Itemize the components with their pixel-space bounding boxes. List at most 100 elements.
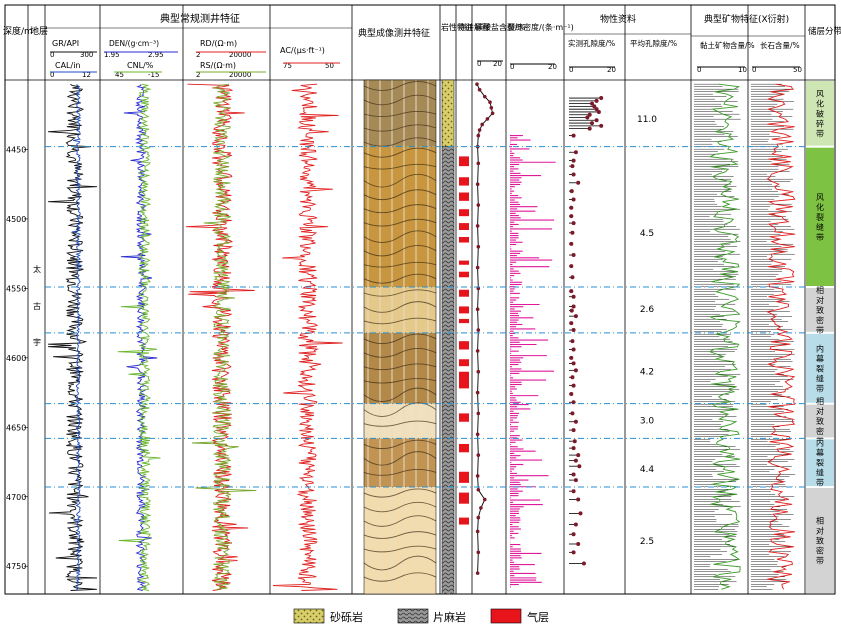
carbonate-point xyxy=(485,117,490,121)
reservoir-zone-block xyxy=(806,147,834,286)
carbonate-point xyxy=(476,550,481,555)
zone-boundaries xyxy=(45,146,805,488)
carbonate-point xyxy=(489,105,494,110)
reservoir-zone-block xyxy=(806,81,834,146)
porosity-point xyxy=(571,253,576,258)
ac-curve xyxy=(272,83,343,591)
gr-min: 0 xyxy=(50,51,54,59)
image-fracture-trace xyxy=(363,420,437,427)
legend-gas-swatch xyxy=(490,608,522,624)
carb-max: 20 xyxy=(493,60,502,68)
porosity-point xyxy=(590,121,594,126)
image-fracture-trace xyxy=(363,333,437,345)
header-fracture: 裂缝密度/(条·m⁻¹) xyxy=(507,22,574,32)
cal-curve xyxy=(71,84,83,591)
den-label: DEN/(g·cm⁻³) xyxy=(109,39,159,48)
carbonate-point xyxy=(490,111,495,116)
image-fracture-trace xyxy=(363,555,437,571)
avg-porosity-track: 11.0 4.5 2.6 4.2 3.0 4.4 2.5 xyxy=(637,115,657,547)
rs-max: 20000 xyxy=(229,71,251,79)
por-min: 0 xyxy=(569,66,573,74)
carbonate-point xyxy=(475,82,479,86)
cnl-max: -15 xyxy=(148,71,159,79)
legend-sand-label: 砂砾岩 xyxy=(330,610,363,624)
gas-layer-block xyxy=(459,359,469,367)
image-fracture-trace xyxy=(363,439,437,450)
image-fracture-trace xyxy=(363,81,437,91)
header-avg-porosity: 平均孔隙度/% xyxy=(630,38,677,48)
carb-min: 0 xyxy=(477,60,481,68)
frac-max: 20 xyxy=(548,63,557,71)
image-fracture-trace xyxy=(363,230,437,244)
header-imaging: 典型成像测井特征 xyxy=(358,27,430,39)
porosity-point xyxy=(599,96,604,101)
image-fracture-trace xyxy=(363,572,437,582)
header-lithology: 岩性特征 xyxy=(441,22,473,32)
image-fracture-trace xyxy=(363,301,437,313)
carbonate-point xyxy=(479,506,483,510)
porosity-point xyxy=(571,328,576,333)
gas-layer-block xyxy=(459,177,469,186)
porosity-point xyxy=(594,118,599,123)
porosity-point xyxy=(596,109,601,114)
carbonate-point xyxy=(475,571,480,575)
porosity-point xyxy=(590,101,594,106)
porosity-point xyxy=(585,115,590,120)
ac-max: 50 xyxy=(325,62,334,70)
gas-layer-block xyxy=(459,471,469,483)
image-fracture-trace xyxy=(363,163,437,170)
carbonate-line xyxy=(476,84,494,574)
header-reservoir: 储层分带 xyxy=(808,26,841,37)
header-layer: 地层 xyxy=(30,25,48,37)
gas-layer-block xyxy=(459,289,469,297)
avg-porosity-value: 3.0 xyxy=(640,416,655,426)
avg-porosity-value: 4.5 xyxy=(640,229,654,239)
porosity-point xyxy=(571,361,576,366)
depth-tick-label: 4650 xyxy=(6,423,26,432)
reservoir-zone-label: 风化破碎带 xyxy=(816,89,824,138)
gas-layer-block xyxy=(459,192,469,201)
carbonate-point xyxy=(475,224,480,228)
image-fracture-trace xyxy=(363,378,437,384)
carbonate-track xyxy=(475,82,495,575)
header-depth: 深度/m xyxy=(3,25,33,37)
porosity-point xyxy=(581,561,586,566)
porosity-point xyxy=(571,304,576,309)
clay-curve xyxy=(708,83,741,590)
feldspar-curve xyxy=(765,83,796,590)
stratum-track: 太 古 宇 xyxy=(33,264,41,347)
carbonate-point xyxy=(475,474,480,478)
header-mineral-group: 典型矿物特征(X衍射) xyxy=(704,13,789,25)
carbonate-point xyxy=(475,390,480,395)
porosity-point xyxy=(569,308,574,313)
ac-label: AC/(μs·ft⁻¹) xyxy=(280,46,325,55)
reservoir-zone-block xyxy=(806,439,834,487)
porosity-point xyxy=(569,189,574,194)
porosity-point xyxy=(571,221,576,226)
porosity-point xyxy=(587,126,592,131)
image-fracture-trace xyxy=(363,501,437,513)
carbonate-point xyxy=(476,453,481,457)
porosity-point xyxy=(571,472,576,477)
image-fracture-trace xyxy=(363,147,437,158)
legend-gneiss-label: 片麻岩 xyxy=(433,610,466,624)
image-fracture-trace xyxy=(363,218,437,227)
porosity-point xyxy=(587,112,592,117)
carbonate-point xyxy=(475,265,480,270)
porosity-point xyxy=(571,347,576,352)
den-max: 2.95 xyxy=(148,51,164,59)
gas-layer-block xyxy=(459,156,469,167)
image-fracture-trace xyxy=(363,261,437,268)
gas-layer-block xyxy=(459,443,469,453)
image-fracture-trace xyxy=(363,515,437,527)
carbonate-point xyxy=(476,328,481,332)
image-fracture-trace xyxy=(363,110,437,118)
carbonate-point xyxy=(476,133,481,138)
carbonate-point xyxy=(476,411,481,416)
porosity-point xyxy=(573,150,578,155)
porosity-point xyxy=(571,172,576,177)
gas-layer-track xyxy=(459,156,469,525)
carbonate-point xyxy=(476,161,481,166)
gr-label: GR/API xyxy=(52,39,79,48)
